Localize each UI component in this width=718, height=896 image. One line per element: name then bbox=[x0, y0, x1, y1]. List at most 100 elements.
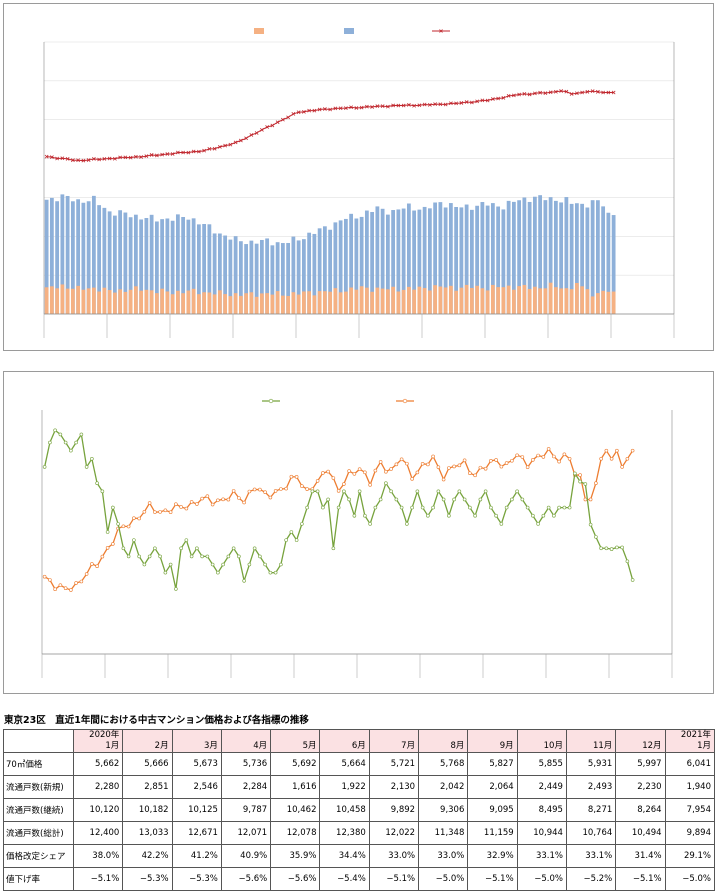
discount-point bbox=[200, 496, 204, 501]
continuing-bar bbox=[574, 203, 579, 314]
price-point bbox=[286, 115, 291, 120]
table-cell: 1,616 bbox=[270, 775, 321, 799]
discount-point bbox=[347, 469, 351, 473]
new-bar bbox=[511, 289, 516, 314]
discount-point bbox=[158, 510, 162, 514]
price-point bbox=[391, 103, 396, 108]
continuing-bar bbox=[396, 209, 401, 314]
continuing-bar bbox=[102, 207, 107, 314]
new-bar bbox=[223, 294, 228, 314]
continuing-bar bbox=[291, 236, 296, 314]
share-point bbox=[389, 489, 393, 494]
continuing-bar bbox=[391, 210, 396, 314]
new-bar bbox=[611, 291, 616, 314]
share-point bbox=[179, 546, 183, 551]
share-point bbox=[95, 481, 99, 485]
price-point bbox=[97, 157, 102, 162]
table-cell: 5,692 bbox=[270, 752, 321, 776]
price-point bbox=[485, 98, 490, 103]
new-bar bbox=[228, 296, 233, 314]
column-header-year bbox=[471, 730, 513, 741]
share-point bbox=[620, 545, 624, 550]
new-bar bbox=[322, 291, 327, 314]
price-point bbox=[532, 91, 537, 96]
table-cell: −5.3% bbox=[122, 867, 173, 891]
discount-point bbox=[242, 500, 246, 505]
price-point bbox=[144, 154, 149, 159]
share-point bbox=[436, 489, 441, 494]
new-bar bbox=[175, 290, 180, 314]
share-point bbox=[473, 513, 477, 518]
new-bar bbox=[380, 288, 385, 314]
new-bar bbox=[532, 286, 537, 314]
table-cell: 41.2% bbox=[171, 844, 222, 868]
discount-point bbox=[363, 470, 367, 475]
share-point bbox=[147, 554, 152, 559]
column-header-month: 11月 bbox=[592, 741, 613, 751]
share-point bbox=[394, 497, 399, 502]
table-cell: 5,855 bbox=[516, 752, 567, 776]
discount-point bbox=[609, 457, 614, 461]
discount-point bbox=[394, 462, 399, 467]
continuing-bar bbox=[165, 218, 170, 314]
new-bar bbox=[118, 289, 123, 314]
table-cell: 10,462 bbox=[270, 798, 321, 822]
price-point bbox=[322, 107, 327, 111]
new-bar bbox=[244, 293, 249, 314]
discount-point bbox=[237, 496, 241, 500]
new-bar bbox=[270, 294, 275, 314]
discount-point bbox=[441, 477, 446, 482]
discount-point bbox=[389, 467, 393, 471]
share-point bbox=[48, 440, 52, 445]
discount-point bbox=[195, 502, 199, 506]
table-cell: 1,940 bbox=[664, 775, 716, 799]
new-bar bbox=[595, 293, 600, 314]
continuing-bar bbox=[485, 205, 490, 314]
continuing-bar bbox=[207, 224, 212, 314]
share-point bbox=[310, 489, 315, 494]
table-cell: 5,768 bbox=[418, 752, 469, 776]
table-cell: 2,546 bbox=[171, 775, 222, 799]
continuing-bar bbox=[154, 221, 159, 314]
price-point bbox=[228, 142, 233, 147]
discount-point bbox=[58, 583, 63, 587]
discount-point bbox=[111, 542, 115, 546]
new-bar bbox=[280, 295, 285, 314]
new-bar bbox=[128, 289, 133, 314]
new-bar bbox=[49, 286, 54, 314]
continuing-bar bbox=[480, 202, 485, 314]
table-cell: 12,071 bbox=[220, 821, 272, 845]
continuing-bar bbox=[590, 200, 595, 314]
share-point bbox=[441, 497, 446, 502]
price-point bbox=[611, 90, 616, 95]
price-point bbox=[217, 145, 222, 149]
share-point bbox=[431, 505, 435, 510]
table-cell: −5.2% bbox=[565, 867, 617, 891]
discount-point bbox=[279, 487, 283, 491]
column-header: 8月 bbox=[418, 729, 469, 753]
price-point bbox=[223, 143, 228, 148]
share-point bbox=[300, 522, 304, 526]
discount-point bbox=[252, 487, 257, 492]
price-point bbox=[186, 150, 191, 155]
table-cell: 9,095 bbox=[467, 798, 518, 822]
column-header-month: 8月 bbox=[450, 741, 465, 751]
price-point bbox=[139, 155, 144, 159]
table-cell: 40.9% bbox=[220, 844, 272, 868]
price-point bbox=[375, 104, 380, 109]
table-cell: 9,894 bbox=[664, 821, 716, 845]
table-cell: 2,284 bbox=[220, 775, 272, 799]
table-cell: 1,922 bbox=[319, 775, 370, 799]
continuing-bar bbox=[280, 243, 285, 314]
price-point bbox=[412, 103, 417, 108]
share-point bbox=[268, 570, 273, 575]
discount-point bbox=[478, 465, 483, 470]
column-header-year bbox=[521, 730, 563, 741]
share-point bbox=[573, 471, 577, 476]
new-bar bbox=[396, 291, 401, 314]
table-cell: 32.9% bbox=[467, 844, 518, 868]
column-header: 7月 bbox=[368, 729, 420, 753]
new-bar bbox=[580, 286, 585, 314]
continuing-bar bbox=[359, 216, 364, 314]
share-point bbox=[531, 513, 535, 518]
